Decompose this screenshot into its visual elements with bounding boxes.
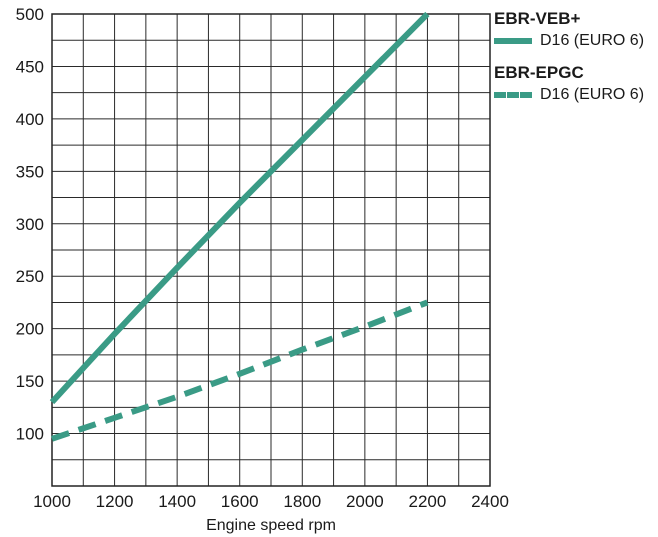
series-line-veb — [49, 11, 430, 405]
plot-border — [51, 13, 491, 487]
legend-group-veb: EBR-VEB+ D16 (EURO 6) — [494, 8, 654, 52]
legend-entry-label-epgc: D16 (EURO 6) — [540, 86, 645, 103]
dashed-line-swatch-icon — [494, 92, 532, 98]
y-tick-label: 350 — [16, 162, 44, 181]
solid-line-swatch-icon — [494, 38, 532, 44]
y-tick-label: 400 — [16, 110, 44, 129]
x-tick-label: 2200 — [409, 492, 447, 511]
x-tick-label: 1000 — [33, 492, 71, 511]
legend-title-epgc: EBR-EPGC — [494, 63, 584, 82]
legend: EBR-VEB+ D16 (EURO 6) EBR-EPGC D16 (EURO… — [494, 8, 654, 116]
x-tick-labels: 1000 1200 1400 1600 1800 2000 2200 2400 — [33, 492, 509, 511]
legend-entry-label-veb: D16 (EURO 6) — [540, 32, 645, 49]
y-tick-label: 150 — [16, 372, 44, 391]
y-tick-label: 200 — [16, 320, 44, 339]
x-axis-label: Engine speed rpm — [206, 517, 336, 534]
legend-group-epgc: EBR-EPGC D16 (EURO 6) — [494, 62, 654, 106]
x-tick-label: 1400 — [158, 492, 196, 511]
x-tick-label: 2400 — [471, 492, 509, 511]
legend-entry-veb: D16 (EURO 6) — [494, 30, 654, 52]
y-tick-label: 250 — [16, 267, 44, 286]
x-tick-label: 1200 — [96, 492, 134, 511]
x-tick-label: 1800 — [283, 492, 321, 511]
y-tick-label: 500 — [16, 5, 44, 24]
y-tick-label: 300 — [16, 215, 44, 234]
series-line-epgc — [51, 299, 429, 442]
grid — [51, 13, 491, 487]
legend-title-veb: EBR-VEB+ — [494, 9, 581, 28]
series-layer — [49, 11, 430, 442]
y-tick-labels: 500 450 400 350 300 250 200 150 100 — [16, 5, 44, 444]
legend-entry-epgc: D16 (EURO 6) — [494, 84, 654, 106]
x-tick-label: 2000 — [346, 492, 384, 511]
y-tick-label: 450 — [16, 57, 44, 76]
x-tick-label: 1600 — [221, 492, 259, 511]
y-tick-label: 100 — [16, 425, 44, 444]
